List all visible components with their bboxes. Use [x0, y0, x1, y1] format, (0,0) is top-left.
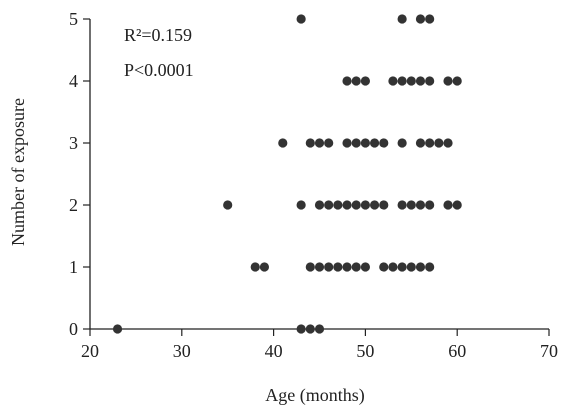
data-point: [443, 200, 453, 210]
data-point: [278, 138, 288, 148]
x-tick-label: 60: [448, 341, 466, 361]
data-point: [342, 76, 352, 86]
data-point: [112, 324, 123, 334]
y-axis-ticks: 0 1 2 3 4 5: [69, 9, 90, 339]
x-tick-label: 70: [540, 341, 558, 361]
data-point: [379, 138, 389, 148]
data-point: [406, 76, 416, 86]
data-point: [324, 262, 334, 272]
data-point: [360, 200, 370, 210]
x-tick-label: 50: [356, 341, 374, 361]
data-point: [415, 14, 426, 24]
data-point: [351, 262, 361, 272]
data-point: [314, 138, 325, 148]
data-point: [259, 262, 270, 272]
data-point: [342, 262, 352, 272]
y-tick-label: 0: [69, 319, 78, 339]
data-point: [250, 262, 260, 272]
x-axis-title: Age (months): [265, 385, 364, 406]
data-point: [415, 200, 426, 210]
data-point: [333, 262, 343, 272]
data-point: [351, 138, 361, 148]
data-point: [314, 324, 325, 334]
data-point: [305, 138, 315, 148]
p-value-annotation: P<0.0001: [124, 60, 194, 80]
data-point: [415, 262, 426, 272]
data-point: [415, 76, 426, 86]
data-point: [305, 324, 315, 334]
x-axis-ticks: 20 30 40 50 60 70: [81, 329, 558, 361]
data-point: [314, 262, 325, 272]
data-point: [360, 262, 370, 272]
y-axis-title: Number of exposure: [8, 98, 28, 246]
y-tick-label: 1: [69, 257, 78, 277]
data-point: [296, 14, 306, 24]
data-point: [397, 262, 407, 272]
data-point: [369, 138, 380, 148]
data-point: [351, 76, 361, 86]
data-point: [397, 200, 407, 210]
data-point: [406, 262, 416, 272]
data-point: [314, 200, 325, 210]
y-tick-label: 3: [69, 133, 78, 153]
data-point: [342, 138, 352, 148]
data-point: [397, 138, 407, 148]
data-point: [351, 200, 361, 210]
data-point: [452, 200, 462, 210]
data-point: [415, 138, 426, 148]
data-point: [360, 76, 370, 86]
data-point: [425, 200, 435, 210]
y-tick-label: 2: [69, 195, 78, 215]
data-point: [434, 138, 444, 148]
data-point: [369, 200, 380, 210]
data-point: [324, 200, 334, 210]
data-point: [324, 138, 334, 148]
x-tick-label: 20: [81, 341, 99, 361]
data-point: [443, 138, 453, 148]
x-tick-label: 30: [173, 341, 191, 361]
y-tick-label: 4: [69, 71, 78, 91]
data-point: [397, 76, 407, 86]
data-points: [112, 14, 462, 334]
data-point: [425, 262, 435, 272]
y-tick-label: 5: [69, 9, 78, 29]
data-point: [305, 262, 315, 272]
data-point: [296, 324, 306, 334]
data-point: [388, 76, 398, 86]
data-point: [379, 200, 389, 210]
data-point: [360, 138, 370, 148]
data-point: [443, 76, 453, 86]
r-squared-annotation: R²=0.159: [124, 25, 192, 45]
data-point: [342, 200, 352, 210]
data-point: [296, 200, 306, 210]
data-point: [425, 76, 435, 86]
data-point: [333, 200, 343, 210]
data-point: [406, 200, 416, 210]
data-point: [388, 262, 398, 272]
x-tick-label: 40: [265, 341, 283, 361]
data-point: [425, 138, 435, 148]
data-point: [223, 200, 233, 210]
data-point: [425, 14, 435, 24]
data-point: [379, 262, 389, 272]
data-point: [452, 76, 462, 86]
data-point: [397, 14, 407, 24]
